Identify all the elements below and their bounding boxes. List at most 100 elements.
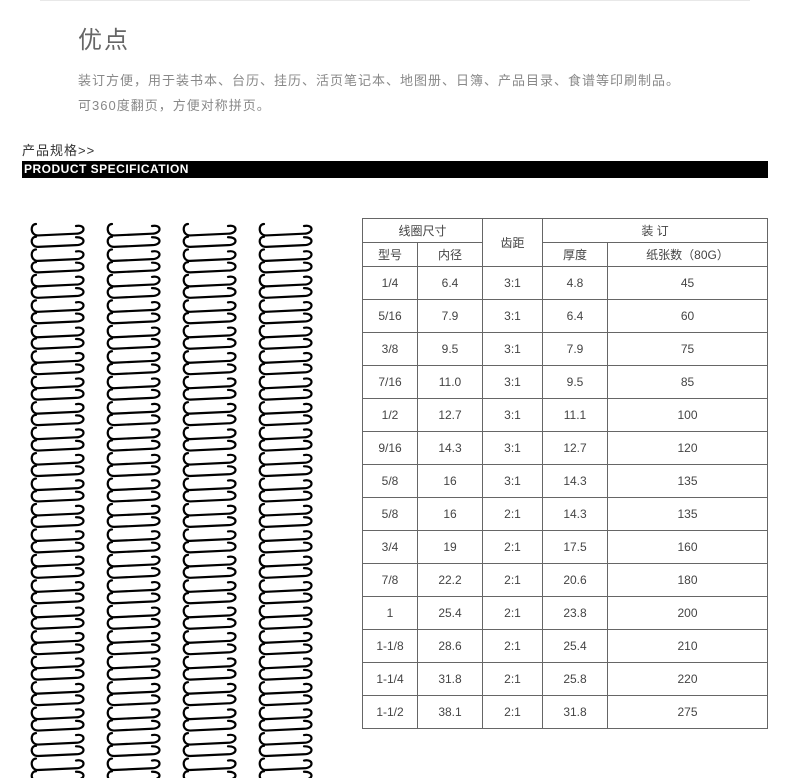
table-cell-pitch: 3:1 — [483, 366, 543, 399]
table-cell-pitch: 2:1 — [483, 531, 543, 564]
table-cell-inner: 6.4 — [418, 267, 483, 300]
table-cell-model: 3/8 — [363, 333, 418, 366]
table-cell-inner: 22.2 — [418, 564, 483, 597]
table-cell-thickness: 7.9 — [543, 333, 608, 366]
header-model: 型号 — [363, 243, 418, 267]
table-cell-model: 1-1/2 — [363, 696, 418, 729]
table-cell-inner: 16 — [418, 498, 483, 531]
table-cell-inner: 19 — [418, 531, 483, 564]
table-cell-thickness: 14.3 — [543, 465, 608, 498]
spec-table: 线圈尺寸 齿距 装 订 型号 内径 厚度 纸张数（80G） 1/46.43:14… — [362, 218, 768, 729]
table-cell-pitch: 3:1 — [483, 399, 543, 432]
table-cell-model: 3/4 — [363, 531, 418, 564]
table-cell-thickness: 14.3 — [543, 498, 608, 531]
table-row: 9/1614.33:112.7120 — [363, 432, 768, 465]
table-row: 3/4192:117.5160 — [363, 531, 768, 564]
table-cell-sheets: 100 — [608, 399, 768, 432]
table-row: 1-1/238.12:131.8275 — [363, 696, 768, 729]
table-cell-inner: 9.5 — [418, 333, 483, 366]
table-cell-sheets: 160 — [608, 531, 768, 564]
table-cell-model: 7/16 — [363, 366, 418, 399]
header-coil-size: 线圈尺寸 — [363, 219, 483, 243]
table-cell-inner: 25.4 — [418, 597, 483, 630]
header-sheets: 纸张数（80G） — [608, 243, 768, 267]
table-cell-thickness: 25.8 — [543, 663, 608, 696]
wire-coil-icon — [256, 218, 316, 778]
table-cell-sheets: 200 — [608, 597, 768, 630]
separator-line — [40, 0, 750, 1]
table-cell-inner: 14.3 — [418, 432, 483, 465]
table-row: 1-1/828.62:125.4210 — [363, 630, 768, 663]
wire-coil-icon — [180, 218, 240, 778]
description-line: 可360度翻页，方便对称拼页。 — [78, 94, 712, 119]
description: 装订方便，用于装书本、台历、挂历、活页笔记本、地图册、日簿、产品目录、食谱等印刷… — [0, 61, 790, 118]
table-cell-model: 9/16 — [363, 432, 418, 465]
table-cell-sheets: 180 — [608, 564, 768, 597]
table-cell-inner: 11.0 — [418, 366, 483, 399]
description-line: 装订方便，用于装书本、台历、挂历、活页笔记本、地图册、日簿、产品目录、食谱等印刷… — [78, 69, 712, 94]
table-row: 3/89.53:17.975 — [363, 333, 768, 366]
table-cell-inner: 16 — [418, 465, 483, 498]
table-cell-thickness: 9.5 — [543, 366, 608, 399]
table-cell-thickness: 25.4 — [543, 630, 608, 663]
table-cell-sheets: 45 — [608, 267, 768, 300]
table-cell-model: 1/4 — [363, 267, 418, 300]
spec-table-wrapper: 线圈尺寸 齿距 装 订 型号 内径 厚度 纸张数（80G） 1/46.43:14… — [362, 218, 768, 778]
header-inner: 内径 — [418, 243, 483, 267]
spec-bar: PRODUCT SPECIFICATION — [22, 161, 768, 178]
table-cell-sheets: 120 — [608, 432, 768, 465]
table-sub-header-row: 型号 内径 厚度 纸张数（80G） — [363, 243, 768, 267]
table-cell-sheets: 135 — [608, 465, 768, 498]
table-row: 5/8162:114.3135 — [363, 498, 768, 531]
table-cell-model: 5/16 — [363, 300, 418, 333]
table-cell-pitch: 2:1 — [483, 498, 543, 531]
table-cell-pitch: 3:1 — [483, 465, 543, 498]
table-cell-thickness: 23.8 — [543, 597, 608, 630]
table-cell-sheets: 60 — [608, 300, 768, 333]
header-binding: 装 订 — [543, 219, 768, 243]
table-row: 125.42:123.8200 — [363, 597, 768, 630]
table-cell-thickness: 12.7 — [543, 432, 608, 465]
table-cell-thickness: 20.6 — [543, 564, 608, 597]
table-row: 1/46.43:14.845 — [363, 267, 768, 300]
table-cell-sheets: 135 — [608, 498, 768, 531]
table-cell-pitch: 2:1 — [483, 597, 543, 630]
table-cell-pitch: 2:1 — [483, 663, 543, 696]
wire-coil-icon — [104, 218, 164, 778]
table-cell-model: 5/8 — [363, 465, 418, 498]
table-cell-pitch: 2:1 — [483, 696, 543, 729]
table-row: 5/167.93:16.460 — [363, 300, 768, 333]
header-pitch: 齿距 — [483, 219, 543, 267]
table-cell-sheets: 75 — [608, 333, 768, 366]
table-row: 7/1611.03:19.585 — [363, 366, 768, 399]
table-cell-thickness: 11.1 — [543, 399, 608, 432]
title-section: 优点 — [0, 0, 790, 61]
table-row: 5/8163:114.3135 — [363, 465, 768, 498]
table-cell-inner: 12.7 — [418, 399, 483, 432]
table-cell-sheets: 275 — [608, 696, 768, 729]
spec-label-en: PRODUCT SPECIFICATION — [22, 161, 768, 178]
spec-label-cn: 产品规格>> — [0, 118, 790, 161]
table-cell-inner: 31.8 — [418, 663, 483, 696]
table-cell-sheets: 220 — [608, 663, 768, 696]
table-cell-thickness: 17.5 — [543, 531, 608, 564]
table-cell-pitch: 3:1 — [483, 267, 543, 300]
table-cell-model: 7/8 — [363, 564, 418, 597]
header-thickness: 厚度 — [543, 243, 608, 267]
table-cell-inner: 28.6 — [418, 630, 483, 663]
table-cell-pitch: 3:1 — [483, 432, 543, 465]
table-row: 7/822.22:120.6180 — [363, 564, 768, 597]
table-cell-model: 1 — [363, 597, 418, 630]
table-row: 1/212.73:111.1100 — [363, 399, 768, 432]
table-cell-pitch: 3:1 — [483, 333, 543, 366]
table-cell-thickness: 6.4 — [543, 300, 608, 333]
section-title: 优点 — [78, 20, 712, 55]
table-cell-thickness: 4.8 — [543, 267, 608, 300]
content-row: 线圈尺寸 齿距 装 订 型号 内径 厚度 纸张数（80G） 1/46.43:14… — [0, 178, 790, 778]
table-cell-pitch: 2:1 — [483, 630, 543, 663]
table-cell-inner: 38.1 — [418, 696, 483, 729]
table-cell-model: 1-1/8 — [363, 630, 418, 663]
table-cell-pitch: 2:1 — [483, 564, 543, 597]
table-cell-pitch: 3:1 — [483, 300, 543, 333]
coil-illustration — [22, 218, 322, 778]
